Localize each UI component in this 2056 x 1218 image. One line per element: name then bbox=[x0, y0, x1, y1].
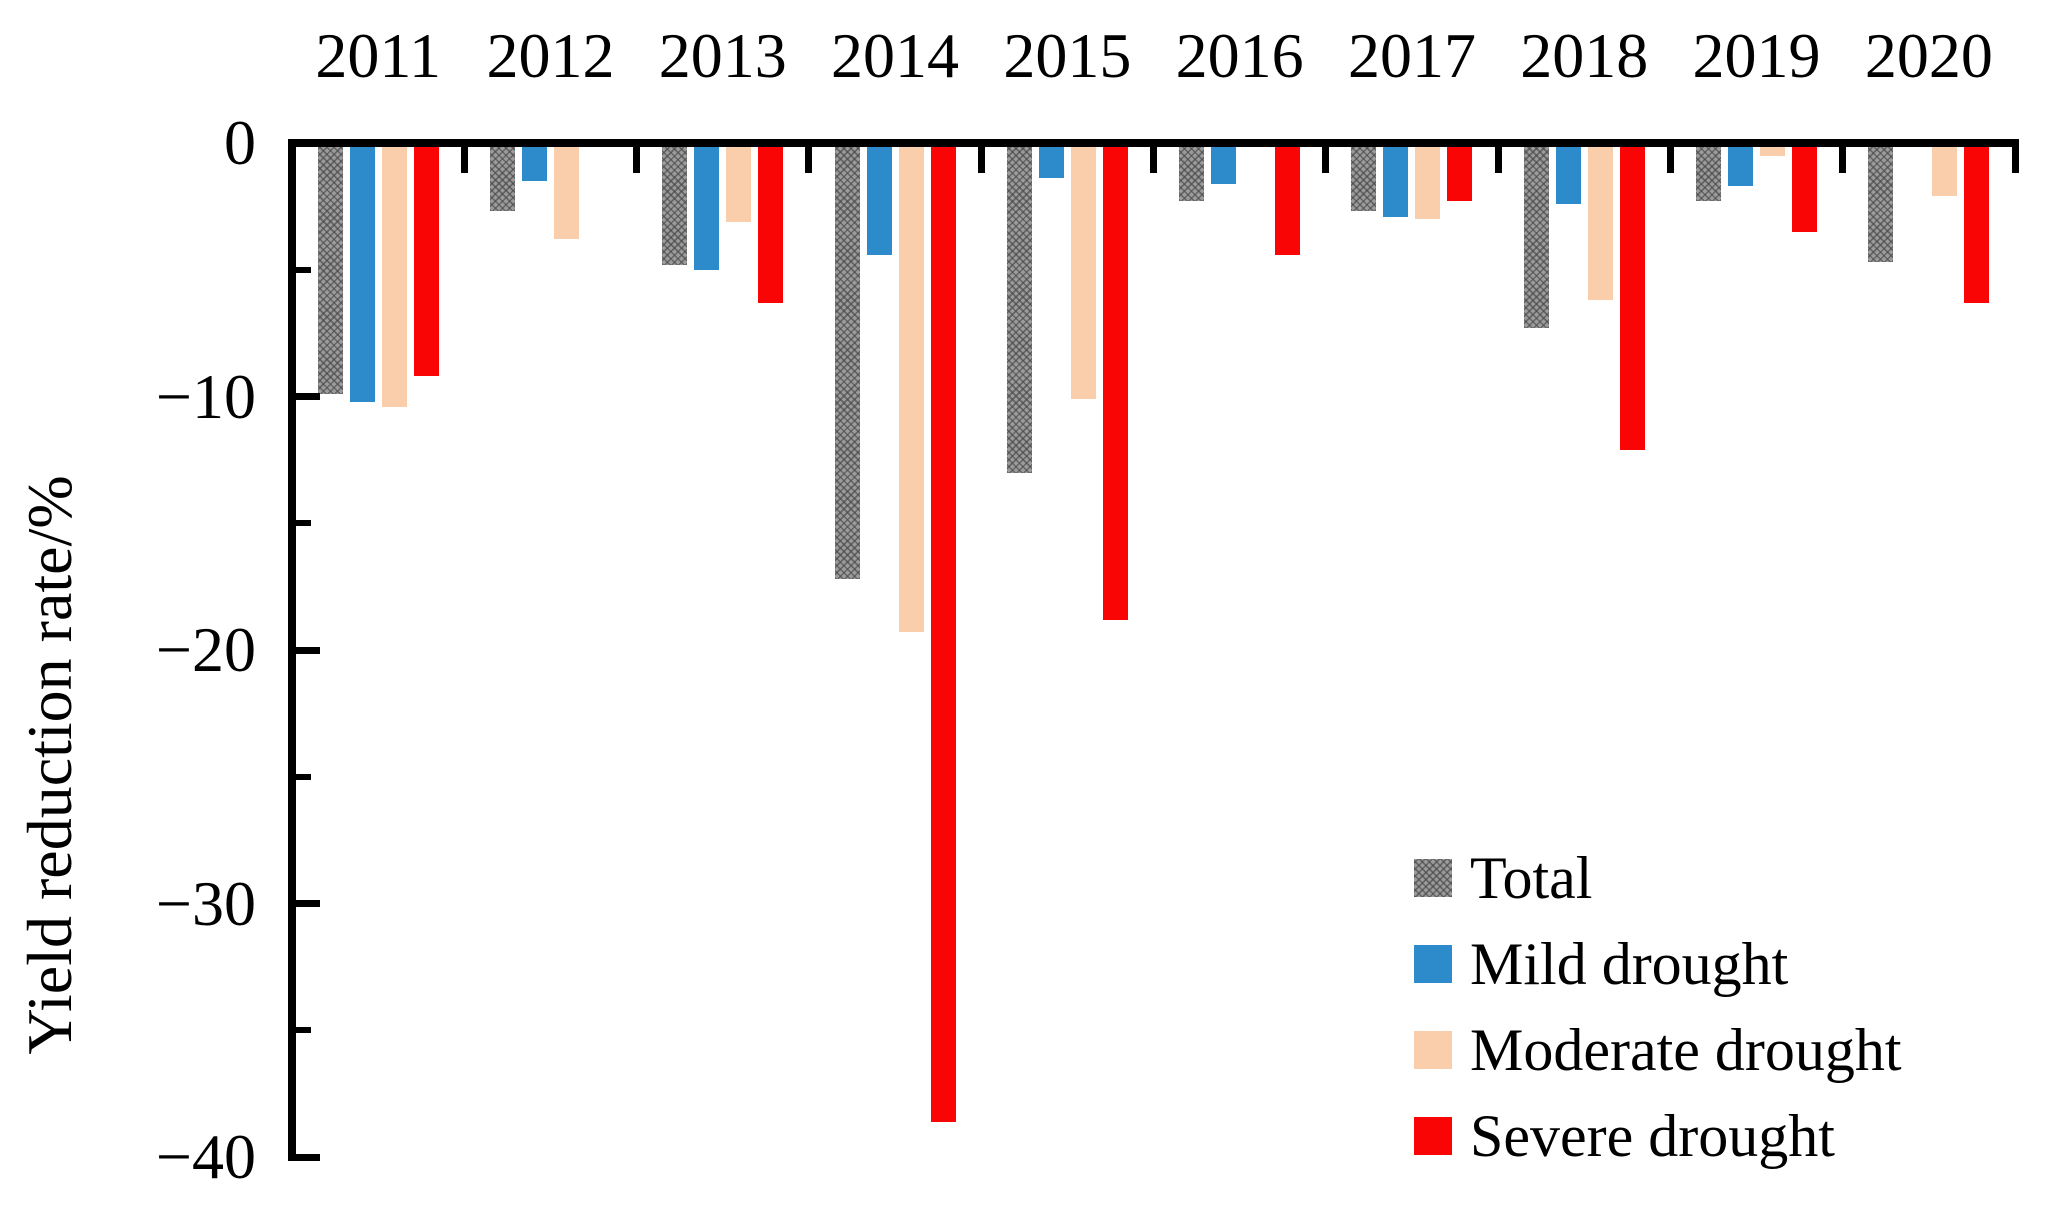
bar-severe-drought-2015 bbox=[1102, 143, 1128, 620]
bar-mild-drought-2013 bbox=[694, 143, 720, 270]
bar-mild-drought-2016 bbox=[1211, 143, 1237, 184]
legend-swatch bbox=[1414, 945, 1452, 983]
bar-severe-drought-2017 bbox=[1447, 143, 1473, 202]
x-tick bbox=[460, 147, 468, 173]
bar-total-2011 bbox=[317, 143, 343, 394]
legend-item-mild-drought: Mild drought bbox=[1414, 924, 1788, 1004]
bar-total-2013 bbox=[662, 143, 688, 265]
bar-moderate-drought-2017 bbox=[1415, 143, 1441, 220]
x-tick bbox=[977, 147, 985, 173]
bar-severe-drought-2018 bbox=[1619, 143, 1645, 450]
bar-severe-drought-2016 bbox=[1275, 143, 1301, 255]
bar-severe-drought-2019 bbox=[1792, 143, 1818, 232]
y-axis-title: Yield reduction rate/% bbox=[14, 475, 85, 1055]
bar-mild-drought-2014 bbox=[866, 143, 892, 255]
legend-label: Total bbox=[1470, 845, 1593, 911]
x-tick-label: 2013 bbox=[658, 20, 787, 91]
y-tick-minor bbox=[296, 266, 311, 273]
bar-severe-drought-2013 bbox=[758, 143, 784, 303]
x-tick-label: 2020 bbox=[1864, 20, 1993, 91]
bar-moderate-drought-2011 bbox=[381, 143, 407, 407]
x-tick-label: 2015 bbox=[1003, 20, 1132, 91]
y-tick-major bbox=[296, 646, 320, 654]
bar-mild-drought-2012 bbox=[521, 143, 547, 182]
bar-mild-drought-2017 bbox=[1383, 143, 1409, 217]
x-tick bbox=[2011, 147, 2019, 173]
legend-label: Severe drought bbox=[1470, 1103, 1835, 1169]
x-tick-label: 2014 bbox=[831, 20, 960, 91]
bar-total-2015 bbox=[1006, 143, 1032, 473]
bar-mild-drought-2019 bbox=[1728, 143, 1754, 187]
bar-total-2020 bbox=[1868, 143, 1894, 263]
bar-total-2012 bbox=[489, 143, 515, 212]
bar-severe-drought-2020 bbox=[1964, 143, 1990, 303]
y-tick-major bbox=[296, 900, 320, 907]
bar-severe-drought-2014 bbox=[930, 143, 956, 1122]
x-tick-label: 2016 bbox=[1175, 20, 1304, 91]
x-tick bbox=[633, 147, 641, 173]
x-tick-label: 2017 bbox=[1347, 20, 1476, 91]
bar-mild-drought-2015 bbox=[1038, 143, 1064, 179]
bar-moderate-drought-2013 bbox=[726, 143, 752, 222]
bar-moderate-drought-2012 bbox=[553, 143, 579, 240]
bar-total-2014 bbox=[834, 143, 860, 580]
y-tick-label: −30 bbox=[155, 867, 256, 939]
x-tick bbox=[805, 147, 813, 173]
bar-moderate-drought-2014 bbox=[898, 143, 924, 633]
bar-mild-drought-2011 bbox=[349, 143, 375, 402]
bar-total-2018 bbox=[1523, 143, 1549, 329]
y-tick-minor bbox=[296, 520, 311, 527]
x-tick bbox=[1322, 147, 1330, 173]
y-tick-minor bbox=[296, 1027, 311, 1034]
y-tick-major bbox=[296, 1153, 320, 1161]
bar-severe-drought-2011 bbox=[413, 143, 439, 377]
y-tick-minor bbox=[296, 773, 311, 780]
bar-moderate-drought-2018 bbox=[1587, 143, 1613, 301]
bar-mild-drought-2018 bbox=[1555, 143, 1581, 204]
y-axis-line bbox=[288, 139, 296, 1161]
x-tick-label: 2011 bbox=[315, 20, 441, 91]
legend-label: Moderate drought bbox=[1470, 1017, 1902, 1083]
y-tick-label: −40 bbox=[155, 1121, 256, 1192]
legend-swatch bbox=[1414, 859, 1452, 897]
y-tick-major bbox=[296, 393, 320, 400]
bar-total-2019 bbox=[1696, 143, 1722, 202]
bar-total-2017 bbox=[1351, 143, 1377, 212]
legend-item-moderate-drought: Moderate drought bbox=[1414, 1010, 1902, 1090]
x-tick-label: 2018 bbox=[1520, 20, 1649, 91]
y-tick-label: 0 bbox=[224, 107, 256, 178]
legend-label: Mild drought bbox=[1470, 931, 1789, 997]
y-tick-label: −20 bbox=[155, 614, 256, 685]
x-tick bbox=[1839, 147, 1847, 173]
x-tick bbox=[1494, 147, 1502, 173]
legend-item-total: Total bbox=[1414, 838, 1592, 918]
bar-total-2016 bbox=[1179, 143, 1205, 202]
legend-item-severe-drought: Severe drought bbox=[1414, 1096, 1835, 1176]
x-tick bbox=[1666, 147, 1674, 173]
bar-moderate-drought-2020 bbox=[1932, 143, 1958, 197]
x-tick-label: 2019 bbox=[1692, 20, 1821, 91]
legend-swatch bbox=[1414, 1117, 1452, 1155]
x-tick bbox=[1150, 147, 1157, 173]
y-tick-label: −10 bbox=[155, 360, 256, 432]
x-axis-line bbox=[292, 139, 2019, 147]
legend-swatch bbox=[1414, 1031, 1452, 1069]
bar-moderate-drought-2015 bbox=[1070, 143, 1096, 400]
x-tick-label: 2012 bbox=[486, 20, 615, 91]
